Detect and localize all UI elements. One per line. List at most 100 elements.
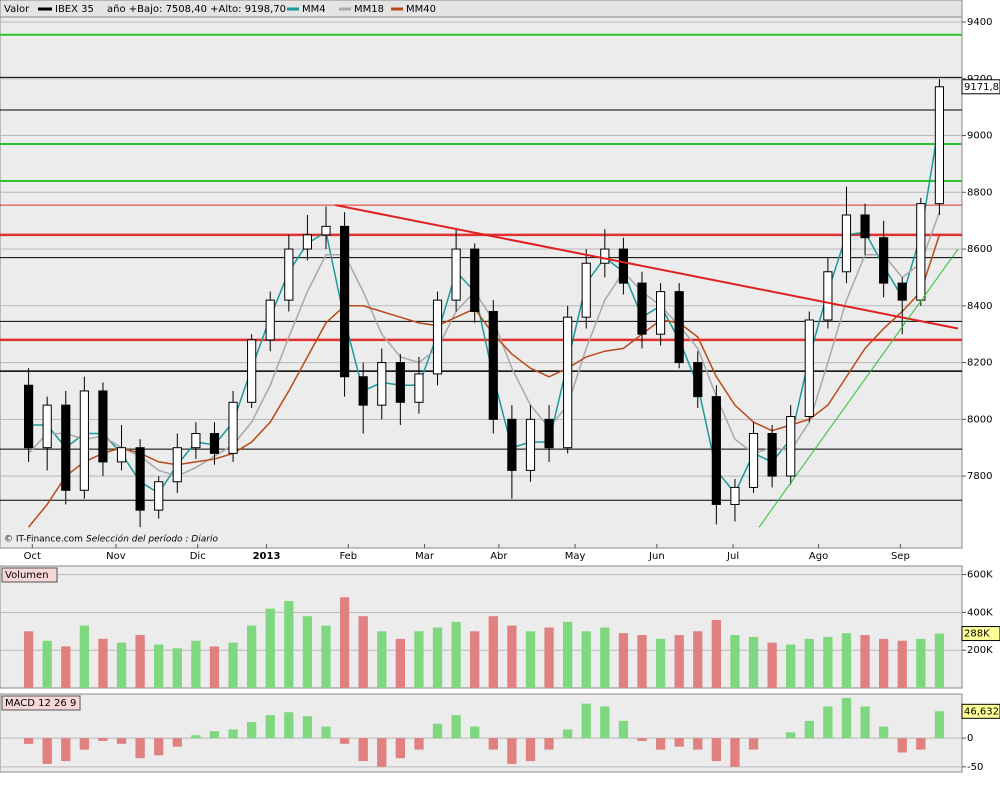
y-tick-label: 9000 — [967, 131, 992, 142]
bar — [79, 738, 89, 750]
bar — [730, 635, 740, 688]
candle-body — [321, 225, 331, 236]
y-tick-label: 8800 — [967, 187, 992, 198]
candle-body — [284, 248, 294, 301]
bar — [525, 738, 536, 762]
plot-layer — [0, 21, 962, 768]
candle-body — [563, 316, 573, 449]
bar — [581, 703, 591, 739]
y-tick-label: 200K — [967, 645, 993, 656]
bar — [116, 642, 127, 688]
bar — [432, 627, 443, 688]
candle-body — [730, 486, 740, 505]
panel-title: Volumen — [5, 570, 49, 581]
bar — [228, 729, 238, 739]
bar — [581, 631, 591, 688]
legend-bar — [0, 0, 963, 18]
bar — [191, 735, 201, 739]
y-tick-label: 8000 — [967, 414, 992, 425]
x-tick-label: Sep — [891, 551, 910, 562]
y-tick-label: 8600 — [967, 244, 992, 255]
bar — [618, 633, 629, 688]
bar — [804, 720, 814, 739]
candle-body — [786, 415, 796, 477]
bar — [563, 729, 573, 739]
bar — [841, 697, 852, 739]
candle-body — [674, 291, 684, 364]
candle-body — [98, 390, 108, 463]
bar — [637, 738, 647, 741]
bar — [655, 738, 666, 750]
candle-body — [339, 225, 350, 378]
candle-body — [42, 404, 52, 449]
bar — [563, 621, 573, 688]
candle-body — [897, 282, 907, 301]
source: © IT-Finance.com — [4, 535, 83, 545]
y-tick-label: 9200 — [967, 74, 992, 85]
bar — [395, 738, 405, 759]
x-tick-label: Nov — [106, 551, 126, 562]
y-tick-label: 8400 — [967, 301, 992, 312]
candle-body — [265, 299, 275, 341]
bar — [470, 631, 480, 688]
bar — [265, 715, 275, 739]
bar — [897, 738, 907, 753]
panel-plot — [0, 21, 962, 528]
candle-body — [414, 373, 424, 403]
candle-body — [116, 447, 127, 463]
bar — [79, 625, 89, 688]
candle-body — [488, 310, 498, 420]
bar — [302, 616, 313, 688]
candle-body — [748, 433, 759, 488]
bar — [507, 625, 517, 688]
trend-line — [758, 248, 959, 528]
bar — [42, 738, 52, 764]
price-panel — [0, 0, 963, 549]
candle-body — [525, 418, 536, 471]
macd-panel — [0, 693, 963, 773]
candle-body — [135, 447, 145, 511]
candle-body — [934, 86, 945, 205]
bar — [377, 631, 387, 688]
bar — [42, 640, 52, 688]
candle-body — [61, 404, 71, 491]
candle-body — [804, 319, 814, 417]
y-tick-label: 0 — [967, 733, 973, 744]
bar — [247, 625, 257, 688]
bar — [934, 711, 945, 739]
candle-body — [23, 384, 34, 449]
candle-body — [767, 433, 777, 477]
candle-body — [637, 282, 647, 335]
candle-body — [544, 418, 554, 449]
candle-body — [711, 396, 721, 505]
bar — [786, 644, 796, 688]
last-value-label: 46,6326 — [964, 706, 1000, 717]
candle-body — [860, 214, 870, 239]
legend-series: IBEX 35 — [55, 4, 94, 15]
bar — [860, 706, 870, 739]
bar — [804, 638, 814, 688]
bar — [507, 738, 517, 764]
bar — [525, 631, 536, 688]
bar — [377, 738, 387, 767]
bar — [637, 635, 647, 688]
bar — [302, 716, 313, 739]
bar — [339, 738, 350, 744]
bar — [154, 738, 164, 756]
bar — [674, 738, 684, 747]
bar — [748, 738, 759, 750]
bar — [172, 648, 182, 688]
candle-body — [191, 433, 201, 449]
last-value-label: 9171,80 — [964, 82, 1000, 93]
bar — [748, 636, 759, 688]
candle-body — [507, 418, 517, 471]
panel-plot — [0, 697, 962, 768]
bar — [674, 635, 684, 688]
legend-entry: MM18 — [354, 4, 384, 15]
y-tick-label: 7800 — [967, 471, 992, 482]
bar — [116, 738, 127, 744]
trend-line — [335, 204, 959, 330]
bar — [618, 720, 629, 739]
